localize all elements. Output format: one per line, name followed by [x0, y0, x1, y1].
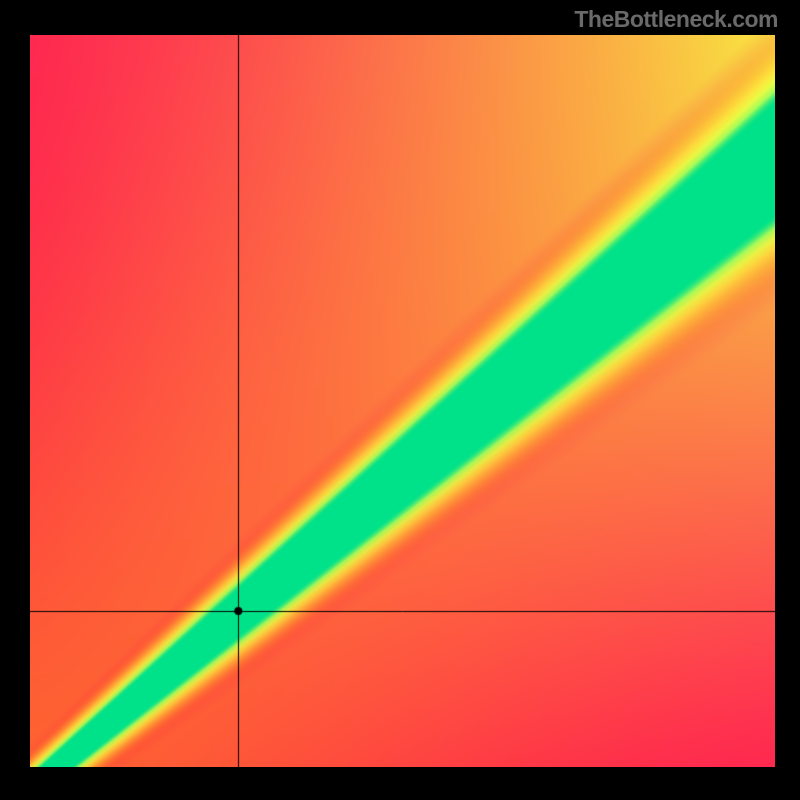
attribution-text: TheBottleneck.com — [574, 6, 778, 33]
heatmap-canvas — [30, 35, 775, 767]
heatmap-plot — [30, 35, 775, 767]
